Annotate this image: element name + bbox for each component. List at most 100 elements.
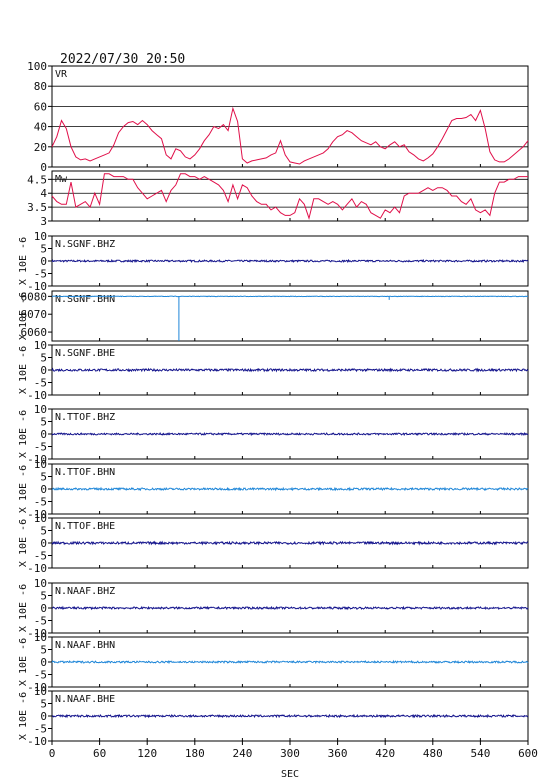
x-tick-label: 420 bbox=[375, 747, 395, 760]
panel-label: N.TTOF.BHN bbox=[55, 467, 115, 478]
y-tick-label: -10 bbox=[27, 280, 47, 293]
x-axis: 0 60 120 180 240 300 360 420 480 540 600 bbox=[49, 741, 538, 760]
y-tick-label: 5 bbox=[40, 525, 47, 538]
y-tick-label: 4.5 bbox=[27, 173, 47, 186]
y-axis-title: X 10E -6 bbox=[18, 292, 29, 340]
y-tick-label: 6070 bbox=[21, 308, 48, 321]
y-tick-label: -10 bbox=[27, 735, 47, 748]
y-tick-label: -10 bbox=[27, 508, 47, 521]
panel-mw: 33.544.5 Mw bbox=[27, 170, 529, 228]
y-tick-label: 10 bbox=[34, 339, 47, 352]
y-tick-label: 5 bbox=[40, 416, 47, 429]
y-tick-label: 0 bbox=[40, 364, 47, 377]
timestamp: 2022/07/30 20:50 bbox=[60, 52, 185, 67]
y-tick-label: 6080 bbox=[21, 290, 48, 303]
x-tick-label: 480 bbox=[423, 747, 443, 760]
x-tick-label: 120 bbox=[137, 747, 157, 760]
panel-frame bbox=[51, 290, 529, 342]
x-tick-label: 180 bbox=[185, 747, 205, 760]
y-tick-label: 0 bbox=[40, 602, 47, 615]
y-tick-label: 5 bbox=[40, 644, 47, 657]
y-tick-label: 10 bbox=[34, 577, 47, 590]
y-tick-label: 5 bbox=[40, 471, 47, 484]
series-line bbox=[51, 486, 529, 492]
y-tick-label: 10 bbox=[34, 403, 47, 416]
y-axis-title: X 10E -6 bbox=[18, 465, 29, 513]
x-tick-label: 600 bbox=[518, 747, 538, 760]
y-tick-label: -10 bbox=[27, 681, 47, 694]
y-tick-label: -5 bbox=[34, 669, 47, 682]
y-tick-label: -5 bbox=[34, 496, 47, 509]
panel-label: N.NAAF.BHZ bbox=[55, 586, 115, 597]
y-tick-label: 0 bbox=[40, 710, 47, 723]
y-tick-label: 10 bbox=[34, 631, 47, 644]
y-axis-title: X 10E -6 bbox=[18, 346, 29, 394]
y-axis-title: X 10E -6 bbox=[18, 519, 29, 567]
panel-label: N.SGNF.BHZ bbox=[55, 239, 115, 250]
y-tick-label: 3.5 bbox=[27, 201, 47, 214]
x-tick-label: 240 bbox=[232, 747, 252, 760]
x-tick-label: 300 bbox=[280, 747, 300, 760]
y-tick-label: -10 bbox=[27, 627, 47, 640]
panel-label: N.NAAF.BHN bbox=[55, 640, 115, 651]
series-line bbox=[51, 367, 529, 373]
series-line bbox=[51, 295, 529, 341]
y-tick-label: -5 bbox=[34, 268, 47, 281]
y-tick-label: 80 bbox=[34, 80, 47, 93]
series-line bbox=[51, 173, 528, 220]
panel-label: N.NAAF.BHE bbox=[55, 694, 115, 705]
y-tick-label: -10 bbox=[27, 562, 47, 575]
series-line bbox=[51, 431, 529, 437]
y-axis-title: X 10E -6 bbox=[18, 584, 29, 632]
panel-label: Mw bbox=[55, 174, 68, 185]
series-line bbox=[51, 659, 529, 665]
x-tick-label: 0 bbox=[49, 747, 56, 760]
y-tick-label: 100 bbox=[27, 60, 47, 73]
y-tick-label: -10 bbox=[27, 453, 47, 466]
series-line bbox=[51, 258, 529, 264]
y-tick-label: 20 bbox=[34, 141, 47, 154]
x-tick-label: 540 bbox=[470, 747, 490, 760]
y-axis-title: X 10E -6 bbox=[18, 692, 29, 740]
y-tick-label: 10 bbox=[34, 230, 47, 243]
series-line bbox=[51, 106, 529, 165]
y-tick-label: -10 bbox=[27, 389, 47, 402]
y-tick-label: 10 bbox=[34, 458, 47, 471]
y-tick-label: 60 bbox=[34, 100, 47, 113]
y-tick-label: 5 bbox=[40, 352, 47, 365]
y-tick-label: 5 bbox=[40, 590, 47, 603]
y-tick-label: 10 bbox=[34, 685, 47, 698]
y-tick-label: 0 bbox=[40, 161, 47, 174]
y-tick-label: -5 bbox=[34, 723, 47, 736]
y-tick-label: 0 bbox=[40, 428, 47, 441]
panel-label: N.SGNF.BHE bbox=[55, 348, 115, 359]
y-tick-label: 0 bbox=[40, 656, 47, 669]
y-axis-title: X 10E -6 bbox=[18, 237, 29, 285]
y-tick-label: -5 bbox=[34, 377, 47, 390]
y-tick-label: 4 bbox=[40, 187, 47, 200]
x-tick-label: 60 bbox=[93, 747, 106, 760]
panel-vr: 0 20 40 60 80 100 VR bbox=[27, 60, 529, 174]
panel-label: N.TTOF.BHZ bbox=[55, 412, 115, 423]
y-tick-label: 0 bbox=[40, 537, 47, 550]
panel-frame bbox=[51, 65, 529, 168]
y-tick-label: -5 bbox=[34, 550, 47, 563]
panel-label: N.TTOF.BHE bbox=[55, 521, 115, 532]
x-axis-title: SEC bbox=[281, 769, 299, 780]
panel-sgnf-bhn: 6060 6070 6080 N.SGNF.BHN X 10E -6 bbox=[18, 290, 529, 342]
y-tick-label: 5 bbox=[40, 243, 47, 256]
x-tick-label: 360 bbox=[328, 747, 348, 760]
y-tick-label: 10 bbox=[34, 512, 47, 525]
y-axis-title: X 10E -6 bbox=[18, 410, 29, 458]
series-line bbox=[51, 605, 529, 611]
series-line bbox=[51, 540, 529, 546]
series-line bbox=[51, 713, 529, 719]
